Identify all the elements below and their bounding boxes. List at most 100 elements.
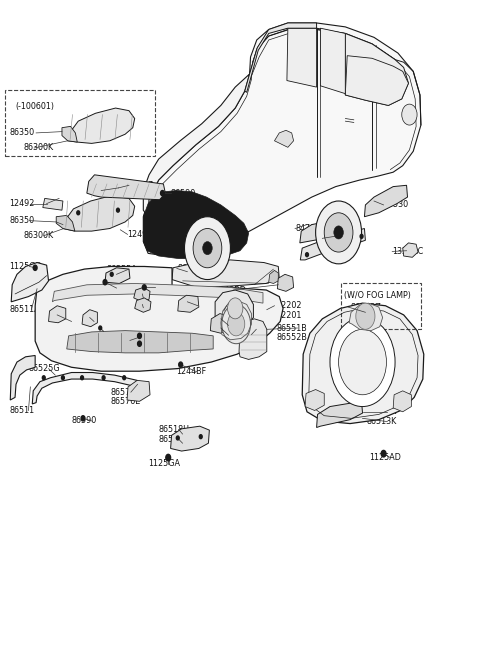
Bar: [5, 90, 155, 157]
Circle shape: [193, 228, 222, 268]
Text: 86518H: 86518H: [158, 425, 190, 434]
Text: 86525G: 86525G: [28, 364, 60, 373]
Polygon shape: [134, 287, 150, 302]
Circle shape: [81, 376, 84, 380]
Circle shape: [110, 272, 113, 276]
Polygon shape: [345, 33, 408, 106]
Circle shape: [117, 208, 120, 212]
Polygon shape: [144, 74, 250, 216]
Polygon shape: [302, 303, 424, 424]
Text: 86590: 86590: [170, 189, 196, 197]
Text: 86511A: 86511A: [9, 305, 40, 314]
Text: 1327AC: 1327AC: [392, 247, 423, 256]
Text: 86590: 86590: [72, 417, 97, 426]
Polygon shape: [349, 303, 383, 331]
Text: 86513: 86513: [350, 312, 375, 321]
Text: 86514K: 86514K: [366, 407, 396, 417]
Circle shape: [61, 376, 64, 380]
Polygon shape: [245, 23, 317, 92]
Circle shape: [138, 333, 142, 338]
Circle shape: [103, 279, 107, 285]
Text: 86521G: 86521G: [123, 303, 155, 312]
Text: 92201: 92201: [276, 311, 302, 320]
Circle shape: [306, 253, 309, 256]
Circle shape: [203, 241, 212, 255]
Polygon shape: [62, 127, 77, 142]
Text: 92202: 92202: [276, 301, 302, 310]
Polygon shape: [32, 373, 137, 404]
Circle shape: [166, 455, 170, 461]
Text: 86576E: 86576E: [111, 398, 141, 407]
Circle shape: [42, 376, 45, 380]
Text: 86350: 86350: [9, 216, 35, 225]
Polygon shape: [68, 108, 135, 144]
Polygon shape: [269, 270, 278, 283]
Text: 86356: 86356: [114, 275, 139, 284]
Text: 86561A: 86561A: [178, 264, 208, 273]
Polygon shape: [82, 310, 97, 327]
Text: (-100601): (-100601): [15, 102, 54, 112]
Text: 86520B: 86520B: [323, 234, 353, 243]
Polygon shape: [35, 266, 283, 371]
Polygon shape: [11, 262, 48, 302]
Polygon shape: [127, 380, 150, 401]
Circle shape: [228, 298, 243, 319]
Polygon shape: [393, 391, 411, 412]
Polygon shape: [300, 228, 365, 260]
Text: 12492: 12492: [9, 199, 35, 208]
Polygon shape: [170, 426, 209, 451]
Text: 1249LG: 1249LG: [134, 283, 165, 292]
Circle shape: [123, 376, 126, 380]
Text: 1249GB: 1249GB: [128, 230, 159, 239]
Text: 86512Z: 86512Z: [350, 302, 381, 312]
Polygon shape: [210, 314, 229, 333]
Text: 1125GA: 1125GA: [148, 459, 180, 468]
Circle shape: [330, 318, 395, 407]
Polygon shape: [345, 56, 408, 106]
Text: 86636: 86636: [50, 317, 75, 326]
Bar: [340, 283, 421, 329]
Polygon shape: [239, 319, 267, 359]
Polygon shape: [56, 215, 75, 231]
Polygon shape: [144, 190, 249, 258]
Circle shape: [228, 312, 245, 336]
Polygon shape: [63, 195, 135, 231]
Circle shape: [356, 303, 375, 329]
Text: (W/O FOG LAMP): (W/O FOG LAMP): [344, 291, 411, 300]
Polygon shape: [67, 331, 213, 353]
Text: 86517H: 86517H: [158, 435, 190, 443]
Text: 84702: 84702: [177, 301, 202, 310]
Text: 84702: 84702: [237, 325, 263, 334]
Text: 86511: 86511: [9, 406, 35, 415]
Text: 86530: 86530: [384, 201, 408, 209]
Circle shape: [81, 416, 85, 421]
Polygon shape: [144, 23, 421, 256]
Polygon shape: [172, 260, 279, 287]
Text: 86575E: 86575E: [111, 388, 141, 397]
Text: 86350: 86350: [9, 129, 35, 137]
Text: 1125GA: 1125GA: [96, 283, 128, 293]
Polygon shape: [43, 198, 63, 210]
Circle shape: [184, 216, 230, 279]
Circle shape: [99, 326, 102, 330]
Text: 84702: 84702: [295, 224, 320, 233]
Circle shape: [316, 201, 361, 264]
Polygon shape: [178, 295, 199, 312]
Circle shape: [77, 211, 80, 215]
Circle shape: [360, 234, 363, 238]
Polygon shape: [287, 28, 317, 87]
Text: 86551B: 86551B: [276, 323, 307, 333]
Polygon shape: [215, 290, 253, 328]
Circle shape: [199, 435, 202, 439]
Text: 1416LK: 1416LK: [88, 327, 117, 336]
Circle shape: [143, 285, 146, 290]
Polygon shape: [305, 390, 324, 411]
Polygon shape: [105, 268, 130, 283]
Polygon shape: [300, 218, 346, 243]
Text: 86594: 86594: [110, 336, 135, 345]
Polygon shape: [87, 174, 165, 199]
Polygon shape: [48, 306, 66, 323]
Text: 86355A: 86355A: [107, 264, 138, 274]
Text: 86523B: 86523B: [207, 331, 238, 340]
Circle shape: [338, 329, 386, 395]
